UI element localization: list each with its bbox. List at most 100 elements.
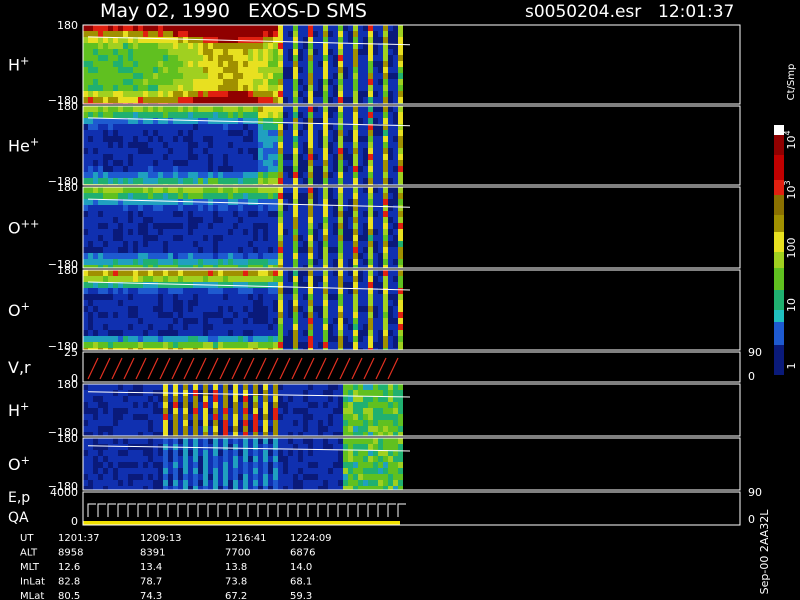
spectrogram-cell	[273, 223, 278, 229]
spectrogram-cell	[273, 148, 278, 154]
spectrogram-cell	[268, 276, 273, 282]
spectrogram-cell	[153, 211, 158, 217]
panel-label-base: H	[8, 56, 20, 75]
spectrogram-cell	[243, 420, 248, 426]
spectrogram-cell	[98, 253, 103, 259]
spectrogram-cell	[338, 247, 343, 253]
spectrogram-cell	[228, 211, 233, 217]
spectrogram-cell	[148, 166, 153, 172]
spectrogram-cell	[193, 312, 198, 318]
spectrogram-cell	[308, 420, 313, 426]
spectrogram-cell	[118, 480, 123, 486]
spectrogram-cell	[333, 118, 338, 124]
spectrogram-cell	[193, 468, 198, 474]
spectrogram-cell	[108, 348, 113, 350]
spectrogram-cell	[203, 420, 208, 426]
spectrogram-cell	[213, 142, 218, 148]
spectrogram-cell	[338, 136, 343, 142]
spectrogram-cell	[123, 342, 128, 348]
spectrogram-cell	[348, 160, 353, 166]
spectrogram-cell	[368, 178, 373, 184]
spectrogram-cell	[363, 172, 368, 178]
spectrogram-cell	[238, 486, 243, 490]
spectrogram-cell	[103, 67, 108, 73]
spectrogram-cell	[263, 270, 268, 276]
spectrogram-cell	[293, 235, 298, 241]
spectrogram-cell	[393, 91, 398, 97]
spectrogram-cell	[358, 486, 363, 490]
spectrogram-cell	[143, 420, 148, 426]
title: May 02, 1990 EXOS-D SMS	[100, 0, 367, 22]
spectrogram-cell	[268, 79, 273, 85]
spectrogram-cell	[298, 187, 303, 193]
trace-line	[87, 117, 411, 127]
spectrogram-cell	[128, 450, 133, 456]
spectrogram-cell	[248, 91, 253, 97]
spectrogram-cell	[108, 25, 113, 31]
spectrogram-cell	[303, 166, 308, 172]
spectrogram-cell	[118, 118, 123, 124]
spectrogram-cell	[338, 270, 343, 276]
spectrogram-cell	[293, 187, 298, 193]
spectrogram-cell	[323, 474, 328, 480]
spectrogram-cell	[118, 294, 123, 300]
spectrogram-cell	[153, 265, 158, 268]
spectrogram-cell	[393, 318, 398, 324]
spectrogram-cell	[253, 130, 258, 136]
panel-label: H+	[8, 55, 29, 75]
spectrogram-cell	[318, 480, 323, 486]
spectrogram-cell	[393, 438, 398, 444]
spectrogram-cell	[198, 265, 203, 268]
spectrogram-cell	[378, 414, 383, 420]
spectrogram-cell	[373, 130, 378, 136]
spectrogram-cell	[248, 276, 253, 282]
spectrogram-cell	[368, 253, 373, 259]
spectrogram-cell	[208, 438, 213, 444]
spectrogram-cell	[258, 414, 263, 420]
spectrogram-cell	[273, 160, 278, 166]
spectrogram-cell	[353, 31, 358, 37]
spectrogram-cell	[293, 160, 298, 166]
spectrogram-cell	[243, 282, 248, 288]
spectrogram-cell	[368, 61, 373, 67]
spectrogram-cell	[263, 106, 268, 112]
spectrogram-cell	[388, 468, 393, 474]
row-value: 7700	[225, 548, 250, 559]
spectrogram-cell	[358, 336, 363, 342]
spectrogram-cell	[358, 166, 363, 172]
spectrogram-cell	[173, 282, 178, 288]
spectrogram-cell	[248, 205, 253, 211]
spectrogram-cell	[333, 330, 338, 336]
spectrogram-cell	[93, 474, 98, 480]
spectrogram-cell	[288, 468, 293, 474]
spectrogram-cell	[338, 324, 343, 330]
spectrogram-cell	[88, 154, 93, 160]
panel-label: V,r	[8, 358, 31, 377]
spectrogram-cell	[108, 199, 113, 205]
spectrogram-cell	[238, 247, 243, 253]
spectrogram-cell	[358, 247, 363, 253]
spectrogram-cell	[323, 217, 328, 223]
spectrogram-cell	[83, 247, 88, 253]
spectrogram-cell	[108, 276, 113, 282]
spectrogram-cell	[333, 223, 338, 229]
spectrogram-cell	[158, 49, 163, 55]
spectrogram-cell	[213, 456, 218, 462]
spectrogram-cell	[138, 85, 143, 91]
spectrogram-cell	[378, 160, 383, 166]
spectrogram-cell	[203, 390, 208, 396]
spectrogram-cell	[123, 265, 128, 268]
spectrogram-cell	[108, 154, 113, 160]
spectrogram-cell	[238, 172, 243, 178]
spectrogram-cell	[103, 450, 108, 456]
spectrogram-cell	[228, 61, 233, 67]
spectrogram-cell	[88, 486, 93, 490]
spectrogram-cell	[398, 136, 403, 142]
spectrogram-cell	[353, 390, 358, 396]
spectrogram-cell	[363, 384, 368, 390]
spectrogram-cell	[138, 462, 143, 468]
spectrogram-cell	[173, 462, 178, 468]
spectrogram-cell	[313, 288, 318, 294]
spectrogram-cell	[233, 432, 238, 436]
spectrogram-cell	[303, 187, 308, 193]
